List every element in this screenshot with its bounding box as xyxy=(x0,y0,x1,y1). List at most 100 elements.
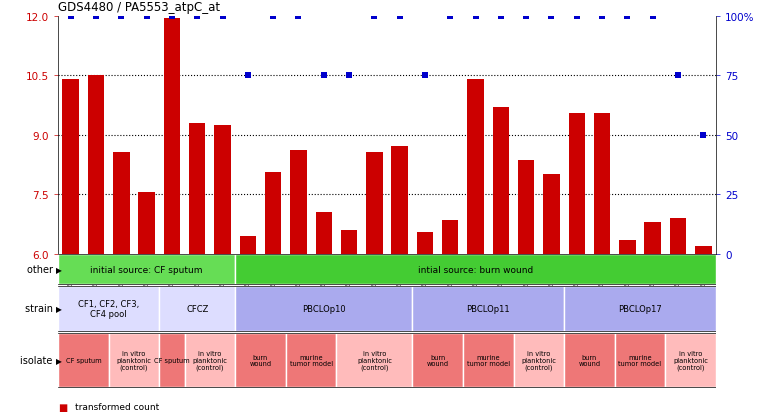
Text: ▶: ▶ xyxy=(56,356,62,365)
Bar xyxy=(513,334,564,387)
Point xyxy=(267,13,279,20)
Point xyxy=(495,13,507,20)
Point xyxy=(444,13,457,20)
Bar xyxy=(666,334,716,387)
Text: in vitro
planktonic
(control): in vitro planktonic (control) xyxy=(522,351,557,370)
Bar xyxy=(58,286,159,332)
Point xyxy=(570,13,583,20)
Bar xyxy=(139,192,155,254)
Bar xyxy=(159,286,235,332)
Bar xyxy=(645,222,661,254)
Bar xyxy=(184,334,235,387)
Point xyxy=(622,13,634,20)
Bar xyxy=(366,153,382,254)
Text: burn
wound: burn wound xyxy=(426,354,449,367)
Bar xyxy=(594,114,611,254)
Bar xyxy=(492,107,509,254)
Bar xyxy=(58,254,235,284)
Bar xyxy=(63,80,79,254)
Text: in vitro
planktonic
(control): in vitro planktonic (control) xyxy=(673,351,708,370)
Bar xyxy=(467,80,484,254)
Bar xyxy=(416,232,433,254)
Text: burn
wound: burn wound xyxy=(578,354,601,367)
Bar xyxy=(159,334,184,387)
Point xyxy=(343,73,355,79)
Bar xyxy=(113,153,129,254)
Text: other: other xyxy=(26,264,56,275)
Text: CF sputum: CF sputum xyxy=(66,357,101,363)
Point xyxy=(520,13,533,20)
Point xyxy=(217,13,229,20)
Bar xyxy=(108,334,159,387)
Point xyxy=(419,73,431,79)
Bar xyxy=(442,221,458,254)
Text: CF1, CF2, CF3,
CF4 pool: CF1, CF2, CF3, CF4 pool xyxy=(78,299,139,318)
Text: in vitro
planktonic
(control): in vitro planktonic (control) xyxy=(357,351,392,370)
Text: transformed count: transformed count xyxy=(75,402,159,411)
Bar xyxy=(286,334,337,387)
Text: ▶: ▶ xyxy=(56,304,62,313)
Bar xyxy=(619,240,635,254)
Bar xyxy=(392,147,408,254)
Point xyxy=(672,73,684,79)
Point xyxy=(646,13,659,20)
Text: strain: strain xyxy=(25,304,56,314)
Text: PBCLOp10: PBCLOp10 xyxy=(302,304,345,313)
Text: CFCZ: CFCZ xyxy=(186,304,208,313)
Point xyxy=(469,13,481,20)
Bar xyxy=(341,230,358,254)
Text: intial source: burn wound: intial source: burn wound xyxy=(418,265,533,274)
Point xyxy=(140,13,152,20)
Point xyxy=(241,73,254,79)
Bar xyxy=(543,175,560,254)
Bar xyxy=(290,151,307,254)
Bar xyxy=(569,114,585,254)
Bar xyxy=(265,173,282,254)
Bar xyxy=(235,286,413,332)
Point xyxy=(166,13,178,20)
Point xyxy=(368,13,381,20)
Text: GDS4480 / PA5553_atpC_at: GDS4480 / PA5553_atpC_at xyxy=(58,2,220,14)
Bar xyxy=(240,236,256,254)
Bar xyxy=(695,246,711,254)
Text: murine
tumor model: murine tumor model xyxy=(289,354,333,367)
Text: CF sputum: CF sputum xyxy=(154,357,190,363)
Point xyxy=(393,13,406,20)
Bar xyxy=(564,286,716,332)
Bar xyxy=(214,126,231,254)
Text: in vitro
planktonic
(control): in vitro planktonic (control) xyxy=(193,351,228,370)
Point xyxy=(596,13,608,20)
Bar xyxy=(564,334,615,387)
Text: burn
wound: burn wound xyxy=(249,354,272,367)
Text: initial source: CF sputum: initial source: CF sputum xyxy=(91,265,203,274)
Bar xyxy=(337,334,413,387)
Bar xyxy=(316,212,332,254)
Point xyxy=(64,13,77,20)
Bar xyxy=(235,254,716,284)
Text: murine
tumor model: murine tumor model xyxy=(618,354,662,367)
Bar xyxy=(518,161,534,254)
Bar xyxy=(235,334,286,387)
Bar xyxy=(615,334,666,387)
Text: PBCLOp17: PBCLOp17 xyxy=(618,304,662,313)
Point xyxy=(115,13,128,20)
Bar xyxy=(413,334,463,387)
Text: PBCLOp11: PBCLOp11 xyxy=(467,304,510,313)
Point xyxy=(90,13,102,20)
Point xyxy=(546,13,558,20)
Bar xyxy=(670,218,687,254)
Bar xyxy=(163,19,180,254)
Point xyxy=(191,13,204,20)
Bar xyxy=(58,334,108,387)
Bar xyxy=(463,334,513,387)
Text: murine
tumor model: murine tumor model xyxy=(467,354,510,367)
Bar xyxy=(413,286,564,332)
Point xyxy=(317,73,330,79)
Point xyxy=(697,132,710,139)
Text: ■: ■ xyxy=(58,402,67,412)
Bar xyxy=(189,123,205,254)
Text: isolate: isolate xyxy=(20,355,56,366)
Bar xyxy=(87,76,104,254)
Point xyxy=(293,13,305,20)
Text: ▶: ▶ xyxy=(56,265,62,274)
